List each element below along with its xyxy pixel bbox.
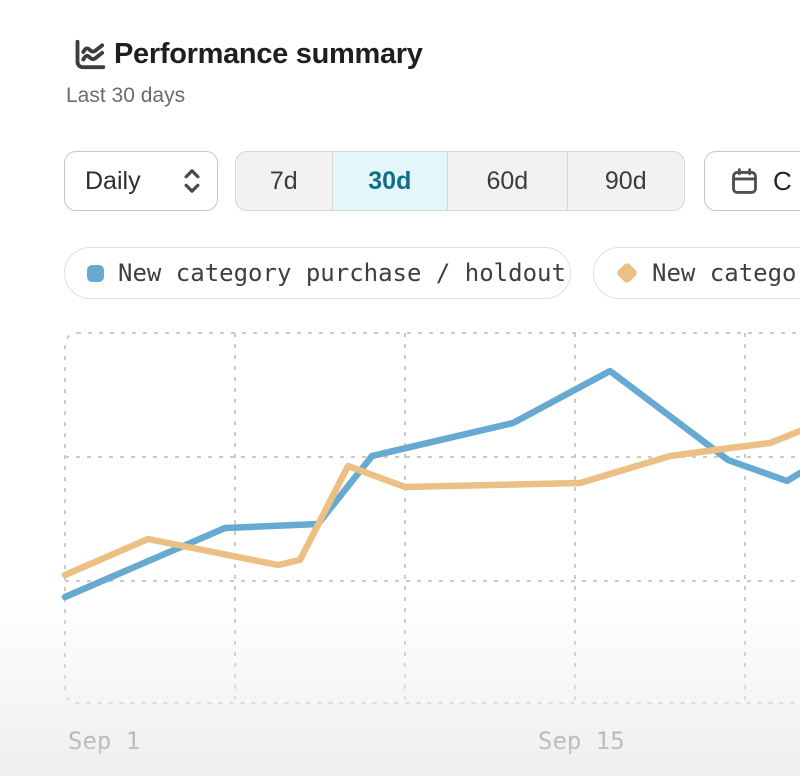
legend-chip-holdout[interactable]: New category purchase / holdout <box>64 247 571 299</box>
range-button-30d[interactable]: 30d <box>331 152 448 210</box>
x-axis-tick-label: Sep 15 <box>538 727 625 755</box>
calendar-icon <box>732 167 757 194</box>
page-title: Performance summary <box>114 38 423 70</box>
legend-square-marker <box>87 264 104 282</box>
granularity-select[interactable]: Daily <box>64 151 218 211</box>
range-button-60d[interactable]: 60d <box>447 152 566 210</box>
range-button-90d[interactable]: 90d <box>566 152 684 210</box>
chart-line-icon <box>75 39 106 70</box>
legend-chip-second[interactable]: New categor <box>593 247 800 299</box>
granularity-value: Daily <box>85 166 141 195</box>
x-axis-tick-label: Sep 1 <box>68 727 141 755</box>
page-subtitle: Last 30 days <box>66 84 186 107</box>
chevron-up-down-icon <box>184 169 200 193</box>
legend-chip-label: New category purchase / holdout <box>118 259 566 287</box>
range-segmented-control: 7d 30d 60d 90d <box>235 151 685 211</box>
custom-range-button[interactable]: C <box>704 151 800 211</box>
range-button-7d[interactable]: 7d <box>236 152 332 210</box>
custom-range-label: C <box>773 165 792 196</box>
legend-chip-label: New categor <box>652 259 800 287</box>
